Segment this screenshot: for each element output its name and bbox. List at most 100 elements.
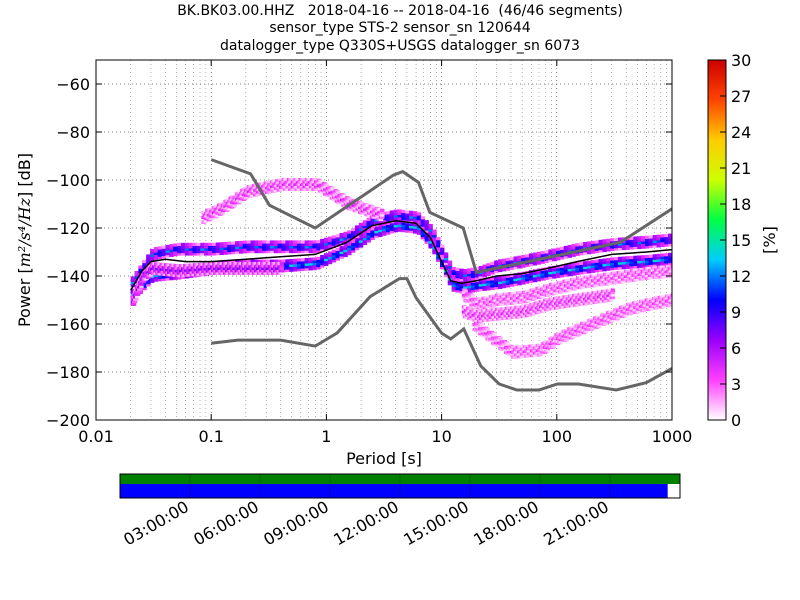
psd-density-cell <box>432 234 437 238</box>
psd-density-cell <box>563 264 569 268</box>
psd-density-cell <box>254 242 259 246</box>
psd-density-cell <box>513 275 518 279</box>
psd-density-cell <box>540 270 545 274</box>
psd-density-cell <box>563 273 569 277</box>
psd-density-cell <box>130 288 136 292</box>
psd-density-cell <box>366 239 371 243</box>
psd-density-cell <box>564 295 570 299</box>
psd-density-cell <box>157 278 163 282</box>
psd-density-cell <box>150 274 155 279</box>
psd-density-cell <box>324 240 329 244</box>
psd-density-cell <box>289 240 294 244</box>
psd-density-cell <box>666 294 671 298</box>
colorbar-tick-label: 24 <box>731 123 751 142</box>
psd-density-cell <box>606 267 611 271</box>
psd-density-cell <box>218 210 223 214</box>
psd-density-cell <box>389 227 395 232</box>
psd-density-cell <box>505 260 511 264</box>
psd-density-cell <box>285 261 290 265</box>
psd-density-cell <box>477 309 483 314</box>
psd-density-cell <box>339 235 344 239</box>
psd-density-cell <box>567 249 573 253</box>
psd-density-cell <box>169 246 174 250</box>
psd-density-cell <box>366 224 371 229</box>
psd-density-cell <box>621 261 627 265</box>
psd-density-cell <box>204 250 209 254</box>
psd-density-cell <box>590 248 596 252</box>
psd-density-cell <box>594 264 600 268</box>
psd-density-cell <box>513 256 518 260</box>
psd-density-cell <box>490 286 495 290</box>
chart-title-line-2: sensor_type STS-2 sensor_sn 120644 <box>269 20 531 36</box>
psd-density-cell <box>324 253 329 257</box>
psd-density-cell <box>475 304 480 308</box>
psd-density-cell <box>447 265 453 269</box>
psd-density-cell <box>661 304 667 308</box>
psd-density-cell <box>331 254 337 258</box>
psd-density-cell <box>370 220 375 224</box>
psd-density-cell <box>157 255 163 260</box>
psd-density-cell <box>474 288 480 292</box>
psd-density-cell <box>590 267 596 271</box>
psd-density-cell <box>606 257 611 262</box>
psd-density-cell <box>405 222 410 226</box>
psd-density-cell <box>358 237 364 241</box>
psd-density-cell <box>401 209 406 214</box>
psd-density-cell <box>409 222 414 226</box>
psd-density-cell <box>475 299 480 304</box>
psd-density-cell <box>327 236 333 240</box>
psd-density-cell <box>583 268 588 272</box>
psd-density-cell <box>610 245 615 249</box>
psd-density-cell <box>285 240 290 244</box>
psd-density-cell <box>382 225 387 229</box>
psd-density-cell <box>487 308 492 312</box>
psd-density-cell <box>575 262 580 266</box>
x-tick-label: 1 <box>321 427 331 446</box>
psd-density-cell <box>416 229 422 233</box>
psd-density-cell <box>617 256 623 260</box>
psd-density-cell <box>540 260 545 264</box>
psd-density-cell <box>567 265 573 270</box>
psd-density-cell <box>324 247 329 251</box>
psd-density-cell <box>211 242 217 246</box>
psd-density-cell <box>659 265 665 269</box>
psd-density-cell <box>374 227 379 231</box>
psd-density-cell <box>208 242 213 246</box>
psd-density-cell <box>397 226 402 230</box>
psd-density-cell <box>401 214 406 218</box>
psd-density-cell <box>165 275 170 279</box>
psd-density-cell <box>494 295 500 300</box>
psd-density-cell <box>200 252 205 256</box>
psd-density-cell <box>625 256 631 260</box>
psd-density-cell <box>362 234 368 238</box>
psd-density-cell <box>180 250 186 254</box>
psd-density-cell <box>532 279 538 283</box>
psd-density-cell <box>656 234 661 238</box>
psd-density-cell <box>482 266 487 271</box>
psd-density-cell <box>571 253 576 257</box>
psd-density-cell <box>180 245 186 249</box>
psd-density-cell <box>258 245 263 249</box>
psd-density-cell <box>502 299 507 304</box>
psd-density-cell <box>652 254 658 258</box>
colorbar-label: [%] <box>760 226 779 254</box>
psd-density-cell <box>486 280 491 284</box>
psd-density-cell <box>605 313 611 317</box>
psd-density-cell <box>652 235 658 239</box>
psd-density-cell <box>138 267 143 272</box>
psd-density-cell <box>482 282 487 287</box>
psd-density-cell <box>513 266 518 270</box>
psd-density-cell <box>625 246 631 250</box>
plot-frame <box>95 59 673 421</box>
psd-density-cell <box>621 242 627 246</box>
psd-density-cell <box>180 242 186 246</box>
psd-density-cell <box>575 248 580 252</box>
psd-density-cell <box>511 291 516 296</box>
psd-density-cell <box>470 286 476 291</box>
psd-density-cell <box>526 299 531 303</box>
psd-density-cell <box>296 240 302 244</box>
psd-density-cell <box>668 238 672 242</box>
psd-density-cell <box>354 239 360 243</box>
psd-density-cell <box>548 249 553 253</box>
psd-density-cell <box>250 242 255 246</box>
